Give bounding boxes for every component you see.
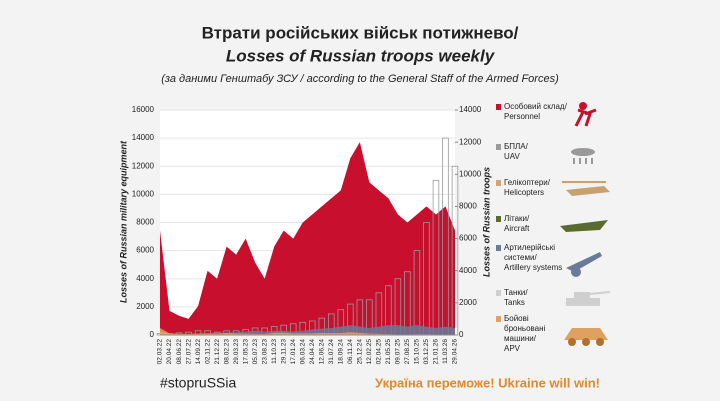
- y2-tick-label: 14000: [459, 105, 482, 114]
- y-tick-label: 12000: [132, 161, 155, 170]
- legend-swatch: [496, 245, 501, 251]
- legend-line: Танки/: [504, 288, 528, 297]
- legend-line: Особовий склад/: [504, 102, 568, 111]
- legend-swatch: [496, 316, 501, 322]
- y-tick-label: 0: [150, 330, 155, 339]
- chart-title: Losses of Russian troops weekly: [226, 46, 496, 65]
- legend-swatch: [496, 144, 501, 150]
- y2-tick-label: 4000: [459, 266, 477, 275]
- legend-label: Гелікоптери/Helicopters: [504, 178, 551, 197]
- x-tick-label: 23.08.23: [261, 339, 268, 365]
- legend-line: Tanks: [504, 298, 525, 307]
- legend-swatch: [496, 180, 501, 186]
- legend-swatch: [496, 216, 501, 222]
- legend-line: APV: [504, 344, 521, 353]
- legend-line: Артилерійські: [504, 243, 555, 252]
- legend-line: системи/: [504, 253, 537, 262]
- x-tick-label: 17.01.24: [290, 339, 297, 365]
- x-tick-label: 17.05.23: [242, 339, 249, 365]
- x-tick-label: 29.03.23: [233, 339, 240, 365]
- x-tick-label: 12.06.24: [318, 339, 325, 365]
- x-tick-label: 02.04.25: [376, 339, 383, 365]
- legend-label: Бойові броньовані машини/APV: [504, 314, 546, 353]
- y-axis-label: Losses of Russian military equipment: [118, 140, 128, 303]
- series-area: [160, 325, 455, 335]
- y-tick-label: 2000: [136, 302, 154, 311]
- y2-tick-label: 12000: [459, 137, 482, 146]
- x-tick-label: 24.04.24: [309, 339, 316, 365]
- x-tick-label: 11.03.26: [442, 339, 449, 364]
- x-tick-label: 27.08.25: [404, 339, 411, 365]
- x-tick-label: 20.04.22: [166, 339, 173, 365]
- x-tick-label: 09.07.25: [395, 339, 402, 365]
- legend-line: Personnel: [504, 112, 540, 121]
- legend-line: Aircraft: [504, 224, 530, 233]
- legend-label: Танки/Tanks: [504, 288, 528, 307]
- chart-title: Втрати російських військ потижнево/: [202, 23, 519, 42]
- x-tick-label: 12.02.25: [366, 339, 373, 365]
- legend-label: Особовий склад/Personnel: [504, 102, 568, 121]
- legend-label: Літаки/Aircraft: [504, 214, 530, 233]
- x-tick-label: 06.11.24: [347, 339, 354, 364]
- legend-line: Гелікоптери/: [504, 178, 551, 187]
- series-area: [160, 327, 455, 335]
- x-tick-label: 02.03.22: [157, 339, 164, 365]
- y2-tick-label: 0: [459, 330, 464, 339]
- x-tick-label: 21.12.22: [214, 339, 221, 365]
- legend-line: Helicopters: [504, 188, 544, 197]
- legend-label: БПЛА/UAV: [504, 142, 529, 161]
- x-tick-label: 05.07.23: [252, 339, 259, 365]
- hashtag: #stopruSSia: [160, 375, 236, 391]
- legend-icons: [560, 102, 611, 346]
- series-area: [160, 142, 455, 335]
- legend-line: Бойові: [504, 314, 529, 323]
- x-tick-label: 21.05.25: [385, 339, 392, 365]
- x-tick-label: 31.07.24: [328, 339, 335, 365]
- y-tick-label: 10000: [132, 189, 155, 198]
- y-tick-label: 8000: [136, 218, 154, 227]
- x-tick-label: 02.11.22: [204, 339, 211, 364]
- y-tick-label: 4000: [136, 274, 154, 283]
- slogan: Україна переможе! Ukraine will win!: [375, 375, 600, 390]
- y2-tick-label: 10000: [459, 169, 482, 178]
- x-tick-label: 21.01.26: [433, 339, 440, 365]
- x-tick-label: 15.10.25: [414, 339, 421, 365]
- chart-subtitle: (за даними Генштабу ЗСУ / according to t…: [161, 73, 559, 85]
- x-tick-label: 11.10.23: [271, 339, 278, 364]
- y2-axis-label: Losses of Russian troops: [481, 167, 491, 277]
- x-tick-label: 18.09.24: [338, 339, 345, 365]
- x-tick-label: 06.03.24: [299, 339, 306, 365]
- legend-swatch: [496, 104, 501, 110]
- legend-line: UAV: [504, 152, 521, 161]
- y2-tick-label: 8000: [459, 202, 477, 211]
- x-tick-label: 03.12.25: [423, 339, 430, 365]
- y-tick-label: 16000: [132, 105, 155, 114]
- x-tick-label: 29.11.23: [280, 339, 287, 364]
- legend-line: машини/: [504, 334, 537, 343]
- legend-line: Літаки/: [504, 214, 530, 223]
- legend-line: БПЛА/: [504, 142, 529, 151]
- legend-label: Артилерійські системи/Artillery systems: [504, 243, 562, 272]
- y-tick-label: 14000: [132, 133, 155, 142]
- legend-line: Artillery systems: [504, 263, 562, 272]
- x-tick-label: 29.04.26: [452, 339, 459, 365]
- x-tick-label: 08.02.23: [223, 339, 230, 365]
- x-tick-label: 27.07.22: [185, 339, 192, 365]
- x-tick-label: 08.06.22: [176, 339, 183, 365]
- legend-line: броньовані: [504, 324, 546, 333]
- legend-swatch: [496, 290, 501, 296]
- y2-tick-label: 6000: [459, 234, 477, 243]
- x-tick-label: 14.09.22: [195, 339, 202, 365]
- x-tick-label: 25.12.24: [357, 339, 364, 365]
- y2-tick-label: 2000: [459, 298, 477, 307]
- y-tick-label: 6000: [136, 246, 154, 255]
